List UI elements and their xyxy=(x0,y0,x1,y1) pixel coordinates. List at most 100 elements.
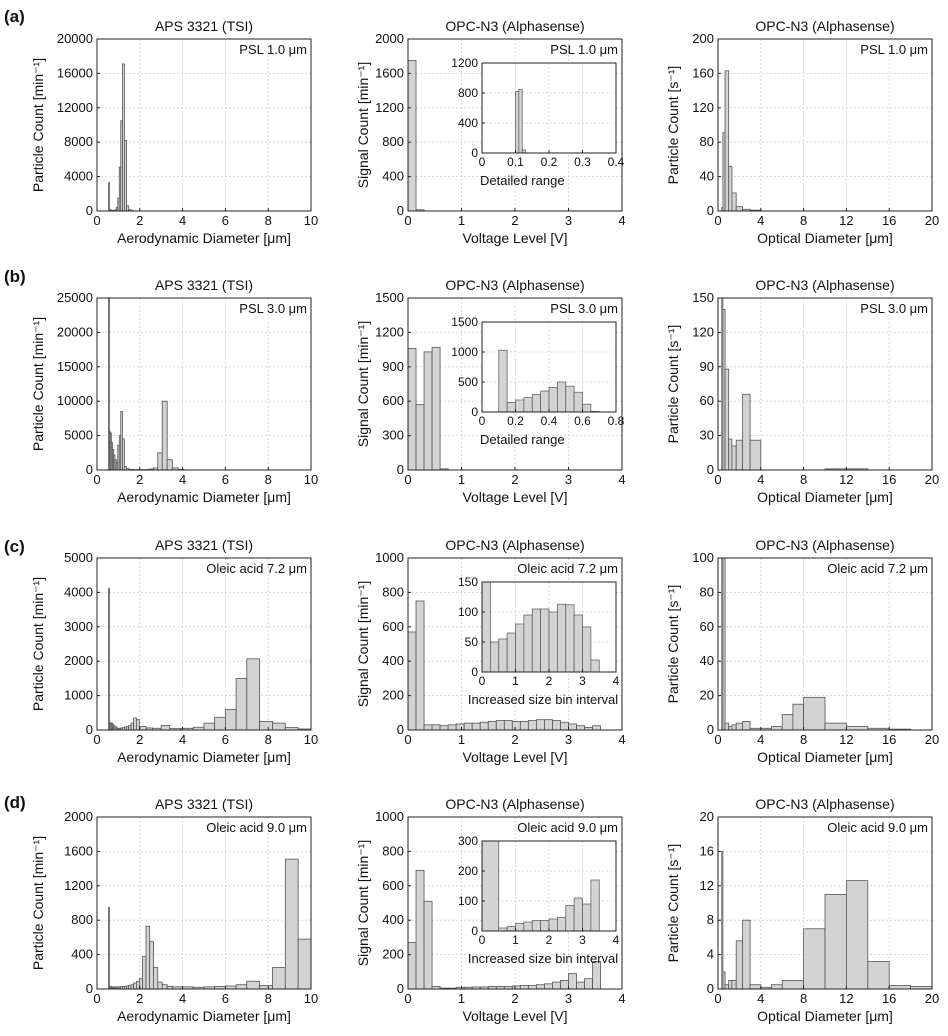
x-tick-label: 0 xyxy=(93,991,100,1006)
y-tick-label: 2000 xyxy=(64,809,93,824)
histogram-bar xyxy=(506,632,516,673)
chart-annotation: PSL 3.0 μm xyxy=(550,301,618,316)
y-tick-label: 16 xyxy=(700,843,714,858)
histogram-bar xyxy=(742,721,751,731)
x-tick-label: 20 xyxy=(925,732,939,747)
histogram-bar xyxy=(523,397,533,413)
y-tick-label: 5000 xyxy=(64,428,93,443)
y-tick-label: 200 xyxy=(458,864,478,878)
y-axis-label: Signal Count [min⁻¹] xyxy=(355,581,371,707)
inset-chart: 0 0.1 0.2 0.3 0.4 0 400 800 1200 Detailed range xyxy=(451,56,624,188)
histogram-bar xyxy=(867,961,890,990)
y-tick-label: 1000 xyxy=(64,688,93,703)
histogram-bar xyxy=(407,942,417,990)
histogram-bar xyxy=(728,438,733,471)
x-tick-label: 12 xyxy=(839,991,853,1006)
histogram-bar xyxy=(536,984,545,990)
plot-frame xyxy=(717,557,933,731)
histogram-bar xyxy=(481,581,491,673)
chart-annotation: Oleic acid 9.0 μm xyxy=(827,820,928,835)
y-tick-label: 8 xyxy=(707,912,714,927)
y-tick-label: 16000 xyxy=(57,65,93,80)
histogram-bar xyxy=(487,721,497,731)
x-tick-label: 3 xyxy=(565,732,572,747)
chart: OPC-N3 (Alphasense) 0 1 2 3 4 0 400 800 1200 1600 2… xyxy=(355,18,626,246)
y-tick-label: 2000 xyxy=(375,31,404,46)
histogram-bar xyxy=(423,900,433,990)
y-tick-label: 60 xyxy=(700,393,714,408)
inset-chart: 0 1 2 3 4 0 100 200 300 Increased size bin interv… xyxy=(458,834,620,966)
y-tick-label: 90 xyxy=(700,359,714,374)
x-tick-label: 4 xyxy=(613,674,620,688)
histogram-bar xyxy=(133,717,137,731)
histogram-bar xyxy=(576,725,585,731)
histogram-bar xyxy=(771,726,783,731)
x-tick-label: 0.3 xyxy=(574,155,591,169)
histogram-bar xyxy=(728,165,733,212)
chart: OPC-N3 (Alphasense)0 4 8 12 16 20040801201602… xyxy=(665,18,939,246)
x-tick-label: 0 xyxy=(479,674,486,688)
y-tick-label: 800 xyxy=(458,86,478,100)
x-tick-label: 0 xyxy=(714,991,721,1006)
y-tick-label: 50 xyxy=(465,635,479,649)
histogram-bar xyxy=(133,982,137,990)
y-tick-label: 400 xyxy=(382,653,404,668)
x-tick-label: 6 xyxy=(222,213,229,228)
y-tick-label: 20 xyxy=(700,688,714,703)
histogram-bar xyxy=(582,626,592,673)
histogram-bar xyxy=(455,723,465,731)
histogram-bar xyxy=(490,641,500,673)
x-tick-label: 0 xyxy=(714,213,721,228)
histogram-bar xyxy=(519,985,529,990)
y-axis-label: Signal Count [min⁻¹] xyxy=(355,840,371,966)
y-axis-label: Particle Count [s⁻¹] xyxy=(665,585,681,704)
y-tick-label: 8000 xyxy=(64,134,93,149)
y-tick-label: 0 xyxy=(471,924,478,938)
x-tick-label: 1 xyxy=(512,933,519,947)
histogram-bar xyxy=(781,980,805,990)
histogram-bar xyxy=(560,980,569,990)
chart: OPC-N3 (Alphasense) 0 4 8 12 16 20 0 4 8 12 16 20 Ole… xyxy=(665,796,939,1024)
chart-title: OPC-N3 (Alphasense) xyxy=(445,796,584,812)
chart: OPC-N3 (Alphasense)0 1 2 3 40200400600800100… xyxy=(355,537,626,765)
histogram-bar xyxy=(407,60,417,212)
histogram-bar xyxy=(724,70,730,212)
histogram-bar xyxy=(728,980,733,990)
inset-chart: 0 1 2 3 4 0 50 100 150 Increased size bin interva… xyxy=(458,575,620,707)
x-tick-label: 4 xyxy=(618,213,625,228)
histogram-bar xyxy=(735,439,744,471)
x-tick-label: 0.2 xyxy=(541,155,558,169)
x-tick-label: 4 xyxy=(613,933,620,947)
histogram-bar xyxy=(481,840,500,932)
chart-title: APS 3321 (TSI) xyxy=(155,277,253,293)
chart: APS 3321 (TSI) 0 2 4 6 8 10 0 4000 8000 12000 16000… xyxy=(30,18,318,246)
histogram-bar xyxy=(565,385,575,413)
x-axis-label: Aerodynamic Diameter [μm] xyxy=(117,1008,291,1024)
x-tick-label: 20 xyxy=(925,213,939,228)
histogram-bar xyxy=(792,703,805,731)
x-tick-label: 3 xyxy=(579,674,586,688)
x-tick-label: 6 xyxy=(222,732,229,747)
y-tick-label: 0 xyxy=(471,665,478,679)
y-tick-label: 120 xyxy=(692,324,714,339)
x-axis-label: Optical Diameter [μm] xyxy=(757,1008,893,1024)
chart-annotation: PSL 3.0 μm xyxy=(860,301,928,316)
y-tick-label: 0 xyxy=(86,722,93,737)
histogram-bar xyxy=(582,403,592,413)
x-tick-label: 0 xyxy=(404,732,411,747)
x-tick-label: 2 xyxy=(136,732,143,747)
histogram-bar xyxy=(515,923,525,932)
chart: OPC-N3 (Alphasense) 0 4 8 12 16 20 0 20 40 60 80 100… xyxy=(665,537,939,765)
histogram-bar xyxy=(592,725,602,731)
y-tick-label: 0 xyxy=(707,462,714,477)
histogram-bar xyxy=(742,393,751,471)
chart-title: OPC-N3 (Alphasense) xyxy=(445,537,584,553)
x-tick-label: 8 xyxy=(800,472,807,487)
y-tick-label: 400 xyxy=(382,912,404,927)
histogram-bar xyxy=(515,399,525,413)
y-tick-label: 20 xyxy=(700,809,714,824)
y-tick-label: 2000 xyxy=(64,653,93,668)
x-tick-label: 0.4 xyxy=(541,414,558,428)
histogram-bar xyxy=(108,906,110,990)
histogram-bar xyxy=(731,980,737,990)
